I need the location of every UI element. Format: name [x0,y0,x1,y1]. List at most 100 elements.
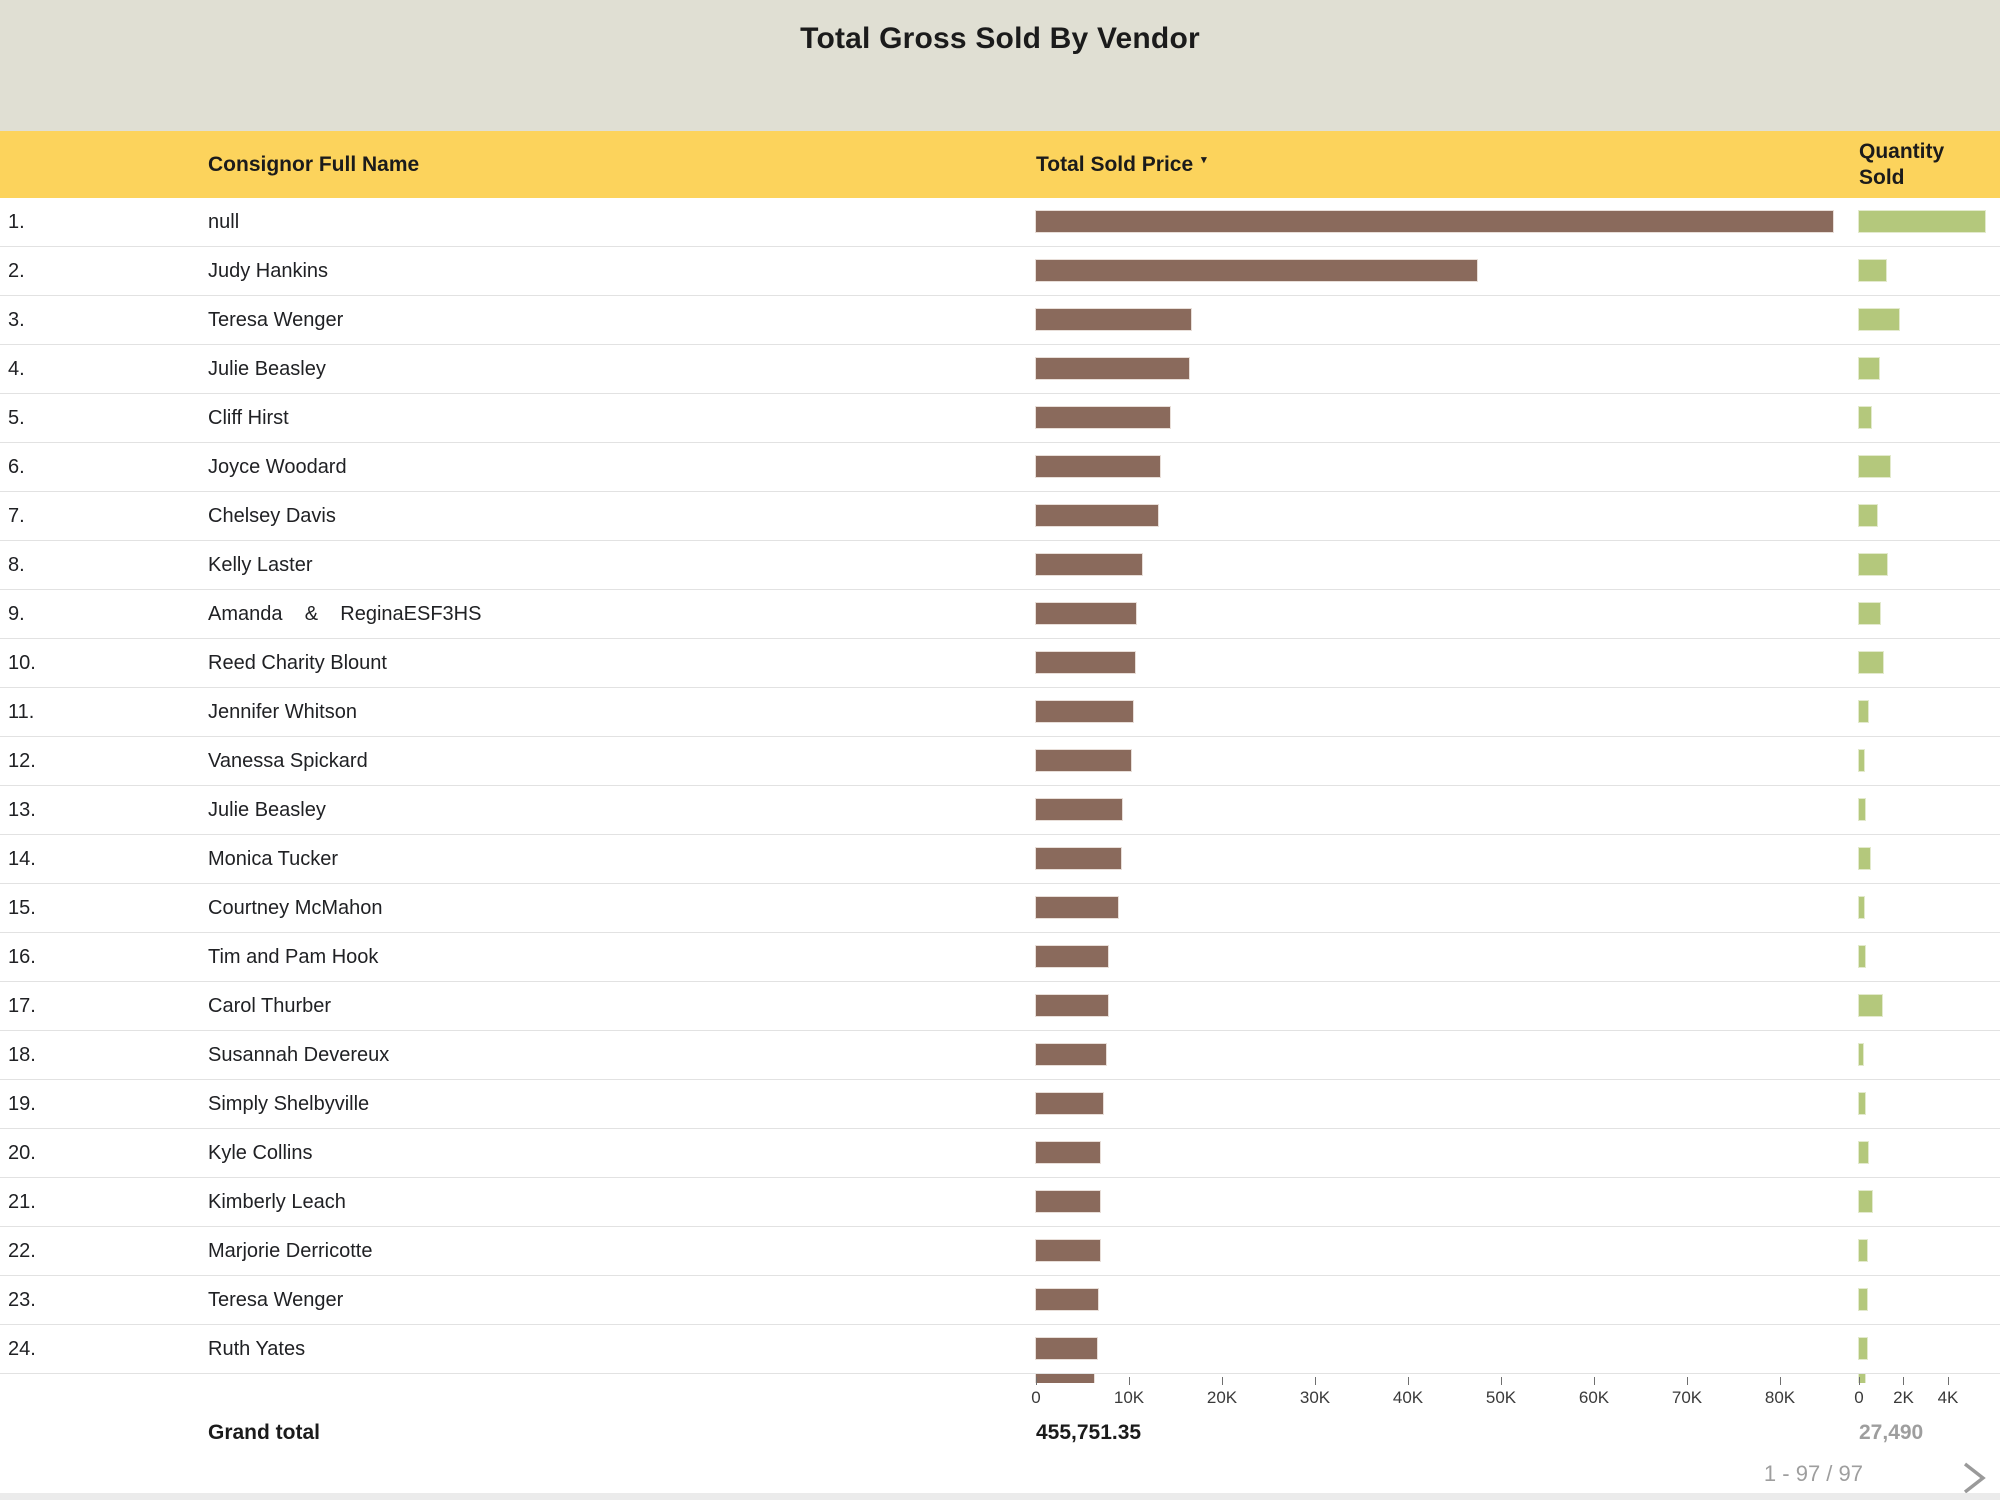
total-sold-price-bar [1036,848,1121,869]
column-header-consignor[interactable]: Consignor Full Name [208,131,419,198]
table-row: 8. Kelly Laster [0,541,2000,590]
total-sold-price-bar [1036,309,1192,330]
total-sold-price-bar [1036,603,1137,624]
title-bar: Total Gross Sold By Vendor [0,0,2000,131]
total-sold-price-bar [1036,1374,1094,1383]
row-rank: 21. [8,1191,36,1213]
tick-label: 20K [1206,1388,1238,1407]
row-consignor-name: Judy Hankins [208,260,329,282]
quantity-sold-bar [1859,897,1865,918]
tick-mark [1035,1377,1037,1385]
total-sold-price-bar [1036,1142,1101,1163]
row-rank: 22. [8,1240,36,1262]
row-rank: 7. [8,505,25,527]
row-rank: 16. [8,946,36,968]
row-rank: 17. [8,995,36,1017]
row-consignor-name: Tim and Pam Hook [208,946,379,968]
quantity-sold-bar [1859,1374,1865,1383]
table-row: 22. Marjorie Derricotte [0,1227,2000,1276]
tick-mark [1858,1377,1860,1385]
quantity-sold-bar [1859,652,1884,673]
quantity-sold-bar [1859,358,1880,379]
tick-label: 4K [1937,1388,1959,1407]
row-rank: 10. [8,652,36,674]
row-consignor-name: Julie Beasley [208,799,326,821]
next-page-button[interactable] [1956,1460,1992,1498]
row-rank: 1. [8,211,25,233]
table-row: 12. Vanessa Spickard [0,737,2000,786]
row-rank: 9. [8,603,25,625]
quantity-sold-bar [1859,211,1986,232]
row-consignor-name: Jennifer Whitson [208,701,357,723]
tick-label: 0 [1031,1388,1041,1407]
table-header: Consignor Full Name Total Sold Price ▾ Q… [0,131,2000,198]
grand-total-price: 455,751.35 [1036,1421,1142,1444]
row-rank: 14. [8,848,36,870]
tick-mark [1500,1377,1502,1385]
total-sold-price-bar [1036,750,1131,771]
row-consignor-name: Cliff Hirst [208,407,289,429]
total-sold-price-bar [1036,260,1477,281]
table-row: 10. Reed Charity Blount [0,639,2000,688]
quantity-sold-bar [1859,1338,1867,1359]
quantity-sold-bar [1859,505,1878,526]
column-header-quantity-sold[interactable]: Quantity Sold [1859,131,1958,198]
grand-total-row: Grand total 455,751.35 27,490 [0,1415,2000,1455]
row-consignor-name: Joyce Woodard [208,456,347,478]
row-consignor-name: Julie Beasley [208,358,326,380]
table-row: 4. Julie Beasley [0,345,2000,394]
table-body: 1. null 2. Judy Hankins 3. Teresa Wenger 4. Jul… [0,198,2000,1383]
table-row: 15. Courtney McMahon [0,884,2000,933]
column-header-total-sold-price[interactable]: Total Sold Price ▾ [1036,131,1207,198]
row-rank: 19. [8,1093,36,1115]
row-rank: 20. [8,1142,36,1164]
row-rank: 5. [8,407,25,429]
row-consignor-name: Amanda & ReginaESF3HS [208,603,482,625]
total-sold-price-bar [1036,1093,1103,1114]
quantity-sold-bar [1859,1044,1863,1065]
tick-mark [1128,1377,1130,1385]
total-sold-price-bar [1036,1338,1097,1359]
table-row: 14. Monica Tucker [0,835,2000,884]
total-sold-price-bar [1036,1044,1106,1065]
page-range-label: 1 - 97 / 97 [1763,1461,1863,1486]
tick-mark [1947,1377,1949,1385]
row-rank: 3. [8,309,25,331]
total-sold-price-bar [1036,799,1123,820]
row-consignor-name: Teresa Wenger [208,309,344,331]
table-row: 23. Teresa Wenger [0,1276,2000,1325]
quantity-sold-bar [1859,848,1870,869]
tick-mark [1314,1377,1316,1385]
quantity-sold-bar [1859,456,1890,477]
quantity-sold-bar [1859,1142,1869,1163]
quantity-sold-bar [1859,1240,1868,1261]
column-header-consignor-label: Consignor Full Name [208,152,420,176]
total-sold-price-bar [1036,211,1833,232]
table-row: 13. Julie Beasley [0,786,2000,835]
row-consignor-name: Carol Thurber [208,995,332,1017]
table-row: 3. Teresa Wenger [0,296,2000,345]
row-consignor-name: null [208,211,240,233]
pagination-bar: 1 - 97 / 97 [0,1456,2000,1500]
column-header-quantity-label: Quantity Sold [1859,139,1945,189]
quantity-sold-bar [1859,260,1887,281]
table-row: 1. null [0,198,2000,247]
quantity-sold-bar [1859,946,1865,967]
row-rank: 24. [8,1338,36,1360]
row-rank: 11. [8,701,35,723]
row-consignor-name: Vanessa Spickard [208,750,368,772]
tick-label: 70K [1671,1388,1703,1407]
quantity-sold-bar [1859,407,1871,428]
page-title: Total Gross Sold By Vendor [800,22,1200,55]
tick-mark [1593,1377,1595,1385]
total-sold-price-bar [1036,701,1133,722]
quantity-sold-bar [1859,995,1882,1016]
row-consignor-name: Chelsey Davis [208,505,336,527]
quantity-sold-bar [1859,1289,1868,1310]
table-row: 20. Kyle Collins [0,1129,2000,1178]
quantity-sold-bar [1859,750,1864,771]
grand-total-label: Grand total [208,1421,321,1444]
row-rank: 15. [8,897,36,919]
tick-mark [1903,1377,1904,1385]
